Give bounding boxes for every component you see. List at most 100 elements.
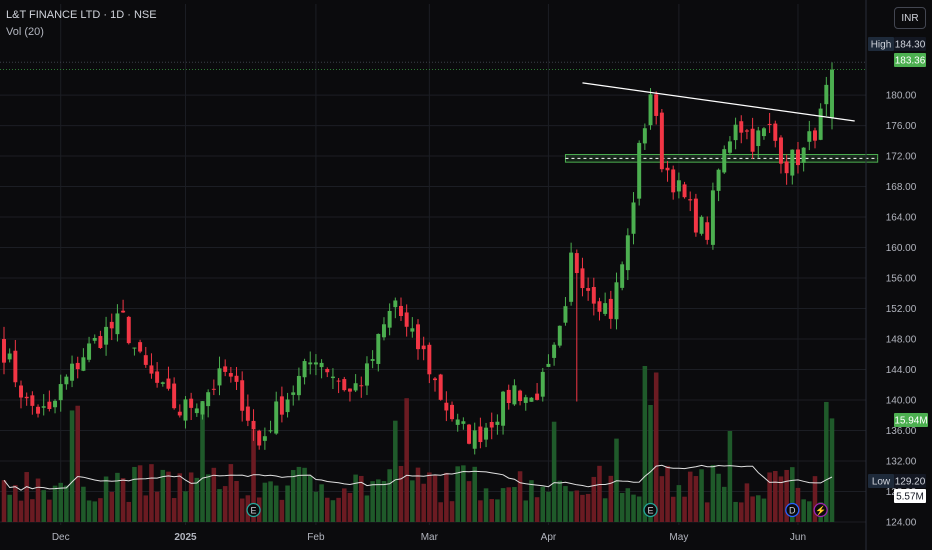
volume-bar — [421, 483, 426, 522]
symbol-title[interactable]: L&T FINANCE LTD · 1D · NSE — [6, 9, 157, 21]
candle-body — [552, 344, 557, 358]
candle-body — [642, 128, 647, 144]
candle-body — [512, 385, 517, 405]
volume-bar — [137, 465, 143, 522]
candle-body — [654, 94, 659, 116]
volume-bar — [347, 492, 353, 522]
candle-body — [637, 142, 642, 199]
volume-bar — [30, 499, 35, 522]
candle-body — [285, 399, 290, 413]
volume-bar — [415, 467, 421, 522]
candle-body — [773, 123, 778, 141]
price-tick-label: 148.00 — [886, 335, 917, 346]
candle-body — [427, 344, 432, 375]
volume-bar — [449, 501, 455, 522]
candle-body — [586, 288, 591, 291]
candle-body — [648, 94, 653, 126]
volume-bar — [773, 471, 778, 522]
candle-body — [257, 430, 262, 446]
volume-bar — [330, 500, 336, 522]
candle-body — [121, 310, 126, 313]
volume-bar — [268, 481, 273, 522]
volume-bar — [302, 467, 307, 522]
volume-bar — [18, 500, 24, 522]
volume-bar — [239, 498, 245, 522]
candle-body — [767, 123, 772, 125]
volume-bar — [211, 467, 217, 522]
candle-body — [467, 424, 472, 444]
volume-bar — [398, 465, 404, 522]
time-tick-label: Mar — [421, 532, 439, 543]
candle-body — [19, 385, 23, 398]
volume-bar — [410, 480, 415, 522]
low-tag: Low — [872, 477, 891, 488]
candle-body — [104, 326, 109, 345]
candle-body — [450, 404, 455, 420]
candle-body — [478, 426, 483, 443]
volume-bar — [120, 478, 126, 522]
volume-bar — [824, 401, 829, 522]
volume-bar — [721, 486, 727, 522]
high-value-label: 184.30 — [895, 40, 926, 51]
volume-value-label: 15.94M — [894, 416, 927, 427]
volume-bar — [370, 481, 375, 522]
volume-bar — [109, 491, 115, 522]
volume-bar — [24, 472, 29, 522]
candle-body — [381, 324, 386, 338]
candle-body — [665, 167, 670, 171]
candle-body — [268, 430, 273, 432]
last-price-label: 183.36 — [895, 56, 926, 67]
price-tick-label: 136.00 — [886, 426, 917, 437]
event-marker-label: ⚡ — [815, 505, 826, 517]
volume-bar — [200, 403, 205, 522]
volume-bar — [307, 475, 313, 522]
volume-bar — [767, 472, 772, 522]
volume-ma-line — [3, 464, 833, 491]
volume-bar — [574, 490, 580, 522]
price-tick-label: 168.00 — [886, 182, 917, 193]
volume-value-label-bg — [894, 413, 928, 427]
volume-bar — [86, 500, 92, 522]
volume-bar — [1, 480, 7, 522]
candle-body — [489, 421, 494, 428]
volume-bar — [132, 466, 137, 522]
volume-bar — [13, 485, 18, 522]
volume-indicator-label[interactable]: Vol (20) — [6, 26, 44, 38]
candle-body — [262, 436, 267, 441]
volume-bar — [597, 465, 602, 522]
volume-bar — [517, 471, 523, 522]
currency-button[interactable]: INR — [894, 7, 926, 29]
candle-body — [342, 379, 347, 391]
volume-bar — [64, 485, 69, 522]
price-tick-label: 152.00 — [886, 304, 917, 315]
time-tick-label: Apr — [541, 532, 557, 543]
volume-bar — [523, 500, 529, 522]
volume-bar — [807, 501, 812, 522]
price-axis: 124.00128.00132.00136.00140.00144.00148.… — [865, 0, 917, 550]
volume-bar — [529, 480, 534, 522]
volume-bar — [534, 497, 540, 522]
candle-body — [784, 161, 789, 174]
candle-body — [778, 137, 783, 164]
volume-bar — [506, 487, 512, 522]
candle-body — [53, 400, 58, 408]
candle-body — [126, 316, 131, 344]
candle-body — [370, 359, 375, 361]
candle-body — [291, 392, 296, 395]
volume-bar — [461, 465, 466, 522]
time-tick-label: Jun — [790, 532, 806, 543]
volume-ma-path — [3, 464, 833, 491]
volume-bar — [546, 491, 551, 522]
candle-body — [523, 397, 528, 403]
volume-bar — [801, 499, 806, 522]
candle-body — [228, 373, 233, 377]
candle-body — [183, 399, 188, 421]
candle-body — [625, 235, 630, 271]
candlesticks — [2, 62, 834, 455]
candle-body — [705, 222, 710, 240]
candle-body — [81, 357, 86, 371]
volume-bar — [750, 496, 755, 522]
candle-body — [36, 406, 41, 414]
